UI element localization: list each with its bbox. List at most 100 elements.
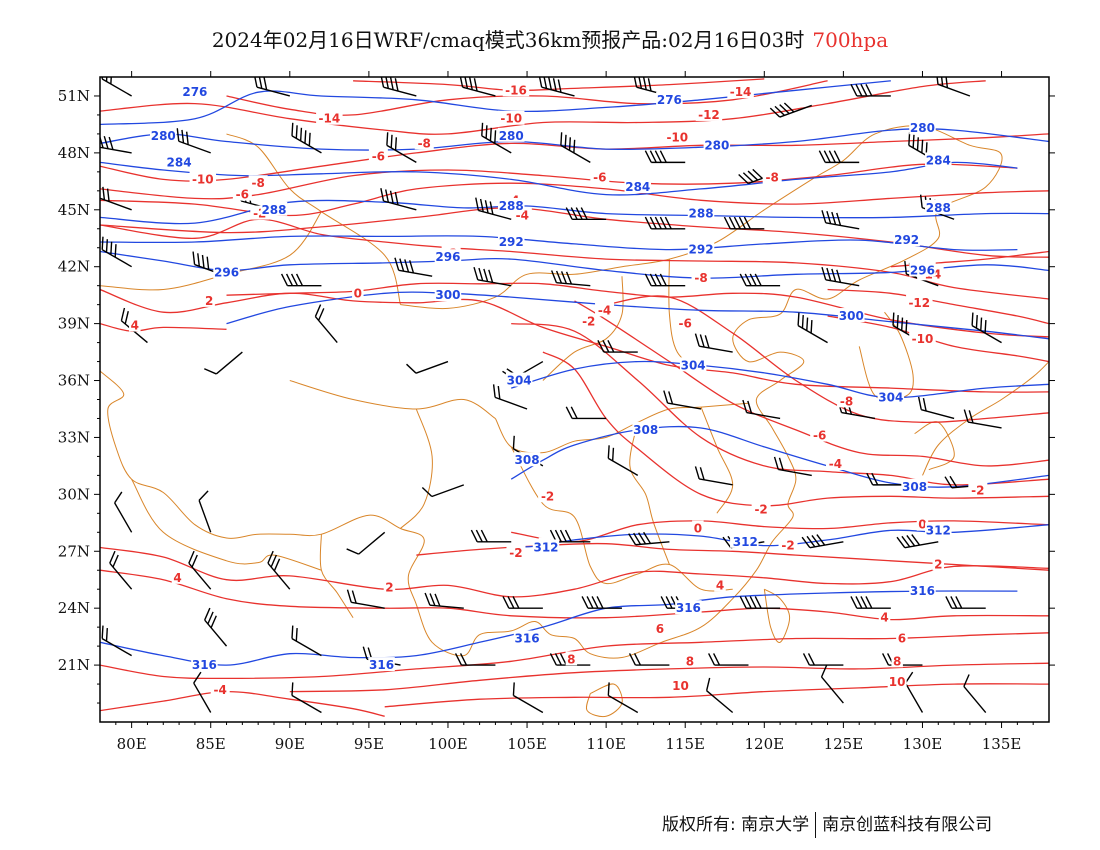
wind-barb	[198, 490, 212, 533]
temperature-contour-label-bg	[352, 285, 364, 300]
wind-barb-feather	[346, 548, 359, 555]
wind-barb	[120, 307, 148, 344]
wind-barb	[945, 596, 986, 609]
wind-barb-feather	[308, 132, 311, 146]
lat-tick-label: 42N	[58, 258, 90, 276]
wind-barb-feather	[497, 385, 501, 400]
height-contour-label-bg	[165, 154, 193, 169]
temperature-contour-line	[100, 322, 227, 332]
height-contour-line	[100, 235, 1018, 251]
wind-barb-feather	[963, 409, 969, 423]
wind-barb-feather	[580, 207, 588, 220]
wind-barb-feather	[643, 531, 652, 544]
boundary-line	[510, 446, 733, 592]
wind-barb-feather	[479, 198, 484, 212]
wind-barb-feather	[871, 472, 879, 486]
wind-barb-feather	[663, 390, 669, 404]
plot-background	[100, 77, 1049, 722]
chart-title: 2024年02月16日WRF/cmaq模式36km预报产品:02月16日03时 7…	[0, 24, 1100, 53]
temperature-contour-label-bg	[538, 488, 558, 503]
wind-barb-feather	[548, 77, 553, 90]
temperature-contour-label-bg	[189, 171, 217, 186]
wind-barb-feather	[940, 77, 944, 87]
wind-barb-feather	[473, 267, 479, 280]
temperature-contour-line	[100, 632, 1049, 680]
footer: 版权所有: 南京大学 南京创蓝科技有限公司	[662, 810, 992, 838]
wind-barb-feather	[665, 596, 673, 609]
height-contour-label: 316	[192, 658, 217, 672]
wind-barb-feather	[197, 253, 200, 267]
wind-barb-feather	[728, 216, 736, 230]
wind-barb-feather	[494, 130, 497, 144]
wind-barb-feather	[565, 271, 573, 285]
wind-barb-feather	[828, 150, 836, 163]
wind-barb	[723, 216, 765, 230]
wind-barb-feather	[591, 596, 599, 609]
wind-barb-shaft	[109, 562, 133, 590]
temperature-contour-label-bg	[916, 516, 929, 531]
wind-barb-feather	[647, 78, 652, 92]
lat-tick-label: 27N	[58, 542, 90, 560]
wind-barb-feather	[644, 273, 652, 286]
wind-barb-feather	[833, 150, 841, 163]
height-contour-label-bg	[925, 522, 952, 537]
wind-barb	[644, 216, 686, 230]
wind-barb-shaft	[607, 694, 639, 714]
wind-barb-shaft	[193, 682, 212, 713]
temperature-contour-label-bg	[891, 653, 903, 668]
temperature-contour-label: 6	[656, 622, 664, 636]
copyright-text: 版权所有: 南京大学	[662, 815, 810, 835]
wind-barb	[291, 625, 322, 657]
temperature-contour-label: 10	[672, 679, 689, 693]
wind-barb-feather	[207, 611, 214, 625]
wind-barb-feather	[742, 172, 754, 183]
wind-barb-feather	[783, 102, 795, 113]
height-contour-label-bg	[505, 372, 533, 387]
temperature-contour-label: 0	[694, 522, 702, 536]
wind-barb	[628, 531, 670, 546]
temperature-contour-label-bg	[751, 501, 771, 516]
temperature-contour-label: -2	[582, 315, 595, 329]
temperature-contour-label-bg	[968, 482, 988, 497]
wind-barb-feather	[659, 150, 667, 163]
wind-barb-feather	[112, 554, 119, 568]
wind-barb-shaft	[904, 541, 939, 549]
wind-barb	[114, 491, 133, 533]
wind-barb-feather	[860, 596, 868, 609]
wind-barb	[565, 406, 607, 420]
wind-barb	[204, 607, 228, 647]
wind-barb-feather	[769, 107, 781, 118]
contour-labels: -16-14-14-12-10-10-10-8-8-8-6-6-6-4-4-2-…	[129, 82, 988, 697]
wind-barb-feather	[747, 400, 753, 414]
lon-tick-label: 115E	[665, 735, 705, 753]
lon-tick-label: 105E	[507, 735, 547, 753]
temperature-contour-label-bg	[654, 621, 666, 636]
wind-barb-feather	[654, 216, 662, 230]
wind-barb-shaft	[809, 541, 844, 549]
wind-barb-feather	[836, 269, 842, 283]
temperature-contour-label-bg	[203, 292, 215, 307]
wind-barb	[280, 273, 322, 287]
wind-barb-feather	[492, 384, 496, 398]
wind-barb-feather	[668, 391, 674, 405]
wind-barb	[705, 677, 734, 714]
wind-barb	[565, 207, 607, 220]
wind-barb-shaft	[386, 144, 417, 163]
wind-barb-shaft	[383, 200, 417, 211]
wind-barb-shaft	[825, 279, 860, 287]
lat-tick-label: 30N	[58, 485, 90, 503]
temperature-contour-label: -10	[500, 112, 522, 126]
wind-barb-shaft	[967, 421, 1002, 429]
wind-barb-shaft	[291, 694, 322, 714]
wind-barb-shaft	[215, 351, 243, 375]
wind-barb	[963, 674, 987, 713]
wind-barb-feather	[865, 83, 873, 97]
height-contour-label-bg	[434, 249, 462, 264]
wind-barb-feather	[881, 653, 890, 666]
height-contour-label-bg	[434, 287, 462, 302]
wind-barb-shaft	[635, 541, 670, 546]
wind-barb-feather	[484, 200, 489, 214]
wind-barb-feather	[488, 269, 494, 283]
wind-barb	[470, 529, 512, 543]
height-contour-label-bg	[181, 84, 209, 99]
